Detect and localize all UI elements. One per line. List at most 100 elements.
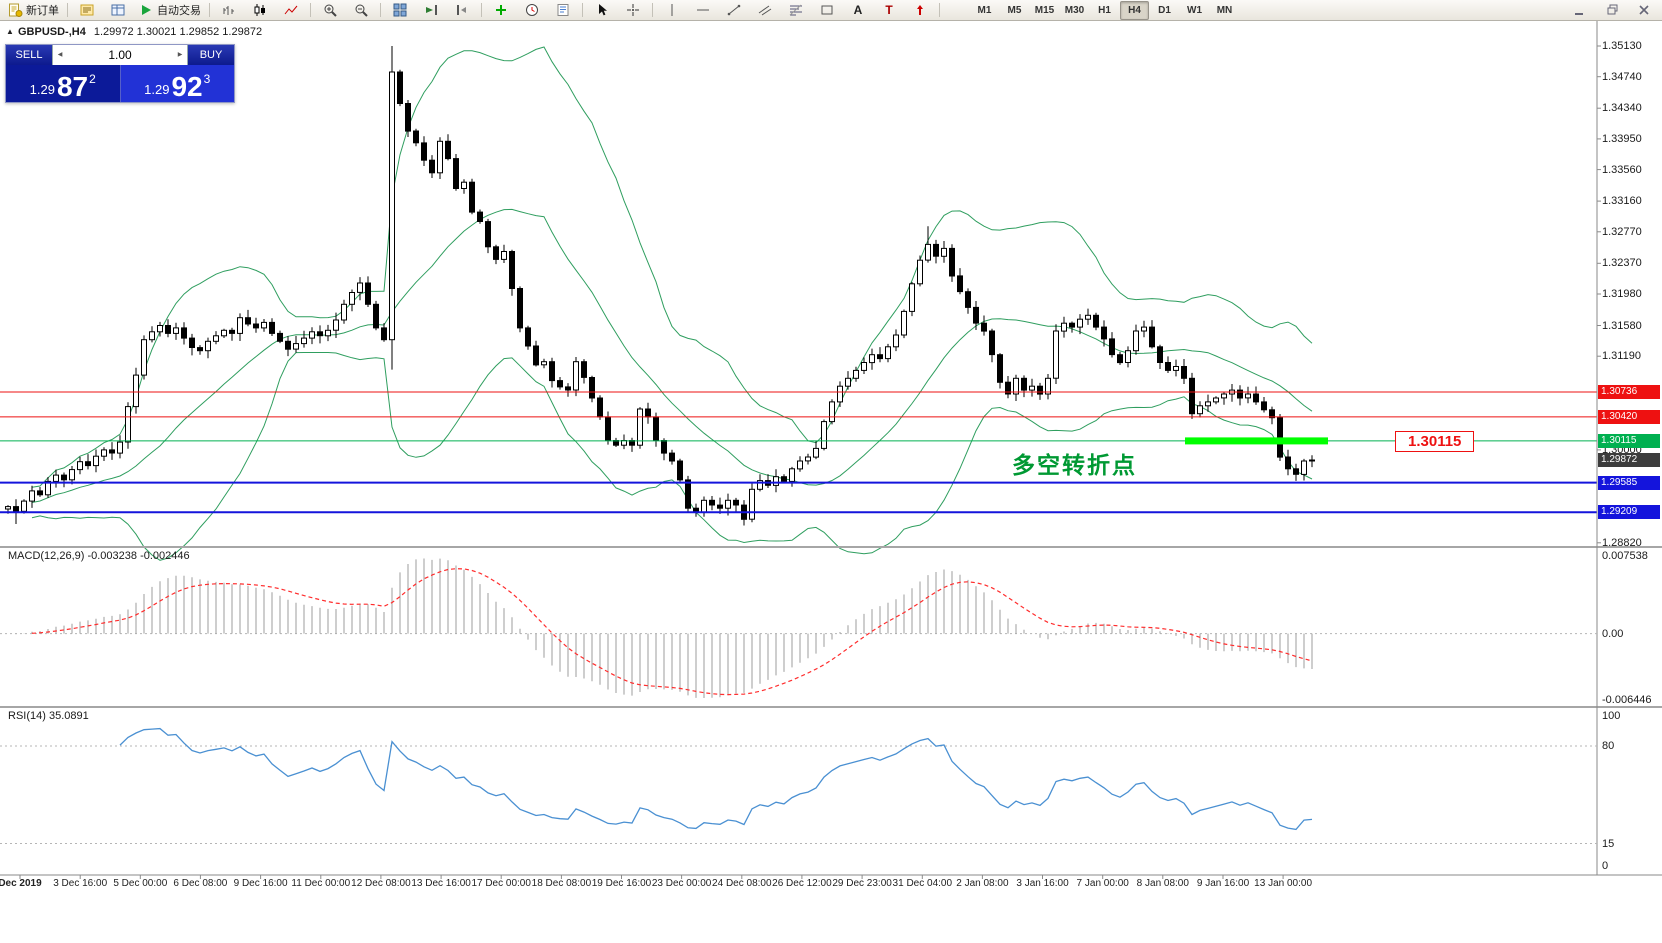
svg-text:A: A <box>854 3 863 17</box>
data-window-button[interactable] <box>103 0 133 20</box>
time-axis-label: 6 Dec 08:00 <box>173 878 228 889</box>
collapse-one-click-icon[interactable]: ▲ <box>6 27 14 36</box>
zoom-out-button[interactable] <box>346 0 376 20</box>
candlestick-chart-button[interactable] <box>245 0 275 20</box>
close-icon <box>1636 2 1652 18</box>
time-axis-label: 5 Dec 00:00 <box>113 878 168 889</box>
tile-windows-button[interactable] <box>385 0 415 20</box>
toolbar-separator <box>67 3 68 17</box>
line-chart-button[interactable] <box>276 0 306 20</box>
crosshair-button[interactable] <box>618 0 648 20</box>
chart-annotation-text[interactable]: 多空转折点 <box>1012 452 1137 478</box>
tile-windows-icon <box>392 2 408 18</box>
chart-title: GBPUSD-,H4 1.29972 1.30021 1.29852 1.2987… <box>18 26 262 38</box>
indicators-button[interactable] <box>486 0 516 20</box>
volume-decrease-icon[interactable]: ◀ <box>57 52 63 58</box>
svg-text:T: T <box>885 3 893 17</box>
label-button[interactable]: T <box>874 0 904 20</box>
line-chart-icon <box>283 2 299 18</box>
toolbar-separator <box>582 3 583 17</box>
zoom-in-icon <box>322 2 338 18</box>
time-axis-label: 8 Jan 08:00 <box>1136 878 1189 889</box>
auto-scroll-button[interactable] <box>416 0 446 20</box>
channel-button[interactable] <box>750 0 780 20</box>
buy-price[interactable]: 1.29 92 3 <box>120 65 234 102</box>
timeframe-button-W1[interactable]: W1 <box>1187 4 1202 16</box>
time-axis-label: 3 Jan 16:00 <box>1016 878 1069 889</box>
timeframe-button-MN[interactable]: MN <box>1216 4 1233 16</box>
timeframe-button-M15[interactable]: M15 <box>1034 4 1055 16</box>
toolbar-separator <box>939 3 940 17</box>
autotrading-button[interactable]: 自动交易 <box>134 0 205 20</box>
horizontal-line-button[interactable] <box>688 0 718 20</box>
macd-scale-label: -0.006446 <box>1602 694 1652 706</box>
vertical-line-button[interactable] <box>657 0 687 20</box>
sell-button[interactable]: SELL <box>6 45 52 65</box>
label-tool-icon: T <box>881 2 897 18</box>
autotrading-play-icon <box>138 2 154 18</box>
metaeditor-icon <box>79 2 95 18</box>
price-scale-label: 1.31190 <box>1602 350 1641 362</box>
crosshair-icon <box>625 2 641 18</box>
new-order-button[interactable]: 新订单 <box>3 0 63 20</box>
bar-chart-icon <box>221 2 237 18</box>
time-axis-label: 17 Dec 00:00 <box>471 878 531 889</box>
toolbar-separator <box>481 3 482 17</box>
buy-button[interactable]: BUY <box>188 45 234 65</box>
text-tool-icon: A <box>850 2 866 18</box>
cursor-icon <box>594 2 610 18</box>
channel-icon <box>757 2 773 18</box>
zoom-out-icon <box>353 2 369 18</box>
window-controls <box>1565 0 1659 20</box>
time-axis-label: 24 Dec 08:00 <box>712 878 772 889</box>
periods-button[interactable] <box>517 0 547 20</box>
metaeditor-button[interactable] <box>72 0 102 20</box>
zoom-in-button[interactable] <box>315 0 345 20</box>
time-axis-label: 31 Dec 04:00 <box>892 878 953 889</box>
price-callout-box[interactable]: 1.30115 <box>1395 431 1475 452</box>
timeframe-button-M30[interactable]: M30 <box>1064 4 1085 16</box>
price-scale-label: 1.34340 <box>1602 102 1642 114</box>
sell-price-main: 1.29 <box>29 82 55 97</box>
text-button[interactable]: A <box>843 0 873 20</box>
time-axis-label: Dec 2019 <box>0 878 42 889</box>
templates-button[interactable] <box>548 0 578 20</box>
buy-price-point: 3 <box>203 72 211 86</box>
timeframe-button-M1[interactable]: M1 <box>977 4 992 16</box>
timeframe-button-H4[interactable]: H4 <box>1120 0 1149 20</box>
time-axis-label: 19 Dec 16:00 <box>591 878 652 889</box>
price-scale-label: 1.28820 <box>1602 537 1642 549</box>
cursor-button[interactable] <box>587 0 617 20</box>
volume-increase-icon[interactable]: ▶ <box>177 52 183 58</box>
bar-chart-button[interactable] <box>214 0 244 20</box>
chart-shift-button[interactable] <box>447 0 477 20</box>
price-scale-label: 1.33560 <box>1602 164 1642 176</box>
ohlc-values: 1.29972 1.30021 1.29852 1.29872 <box>93 26 263 38</box>
time-axis-label: 26 Dec 12:00 <box>772 878 832 889</box>
timeframe-button-H1[interactable]: H1 <box>1098 4 1111 16</box>
sell-price[interactable]: 1.29 87 2 <box>6 65 121 102</box>
timeframe-button-M5[interactable]: M5 <box>1007 4 1022 16</box>
autotrading-label: 自动交易 <box>157 5 201 17</box>
price-tag: 1.29585 <box>1598 476 1660 490</box>
shapes-icon <box>819 2 835 18</box>
arrows-button[interactable] <box>905 0 935 20</box>
minimize-icon <box>1572 2 1588 18</box>
shapes-button[interactable] <box>812 0 842 20</box>
time-axis-label: 18 Dec 08:00 <box>531 878 592 889</box>
price-tag: 1.30736 <box>1598 385 1660 399</box>
fibonacci-icon <box>788 2 804 18</box>
restore-button[interactable] <box>1597 0 1627 20</box>
trendline-icon <box>726 2 742 18</box>
trendline-button[interactable] <box>719 0 749 20</box>
fibonacci-button[interactable] <box>781 0 811 20</box>
volume-input[interactable] <box>67 47 173 63</box>
minimize-button[interactable] <box>1565 0 1595 20</box>
timeframe-button-D1[interactable]: D1 <box>1158 4 1171 16</box>
close-button[interactable] <box>1629 0 1659 20</box>
macd-label: MACD(12,26,9) -0.003238 -0.002446 <box>8 550 190 562</box>
one-click-trading-panel: SELL ◀ ▶ BUY 1.29 87 2 1.29 92 3 <box>5 44 235 103</box>
arrows-icon <box>912 2 928 18</box>
